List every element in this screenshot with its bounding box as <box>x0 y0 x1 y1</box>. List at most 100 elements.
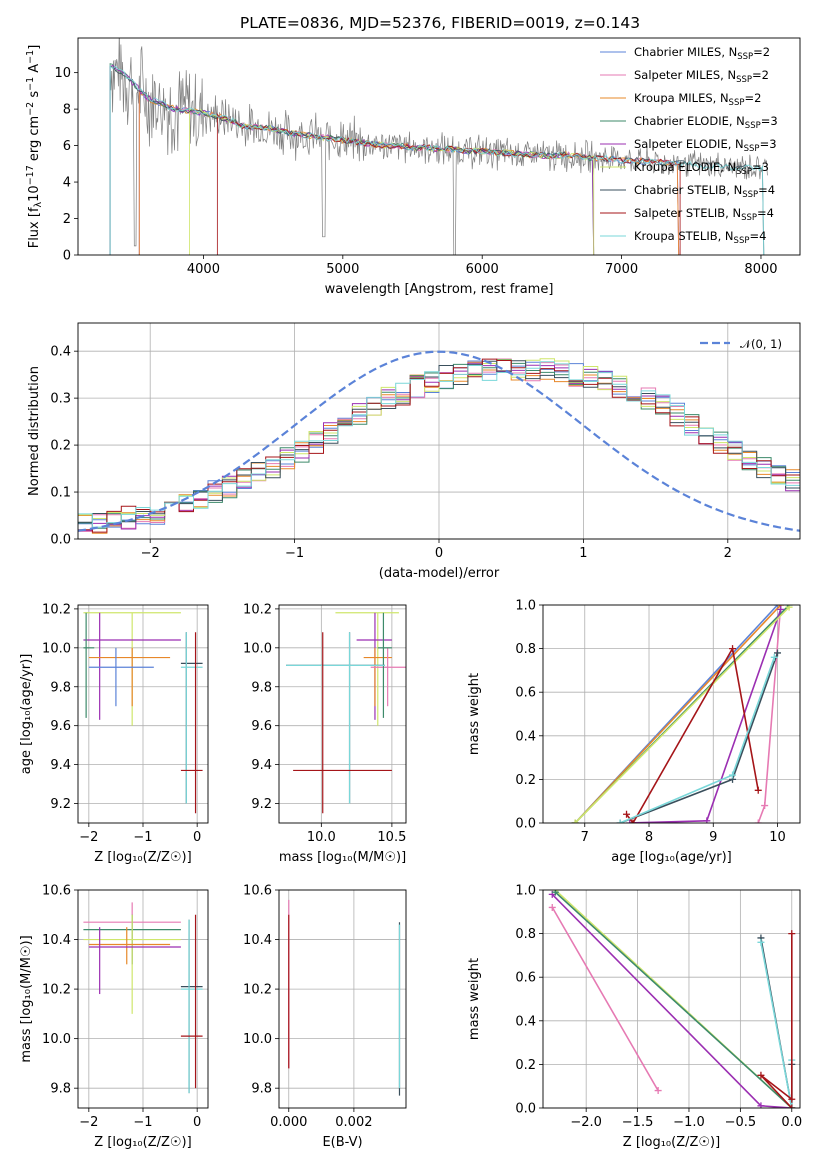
y-tick-label: 9.2 <box>251 797 272 812</box>
x-tick-label: 7000 <box>605 262 638 277</box>
x-tick-label: −2 <box>79 1115 98 1130</box>
y-tick-label: 2 <box>63 212 71 227</box>
legend-label: Salpeter MILES, NSSP=2 <box>634 68 769 85</box>
weight-marker <box>788 930 796 938</box>
weight-marker <box>770 653 778 661</box>
model-line-kroupa-elodie <box>189 108 595 255</box>
data-spectrum-line <box>109 38 768 255</box>
model-line-kroupa-stelib <box>109 65 765 255</box>
weight-marker <box>754 819 762 823</box>
legend-label-suffix: =2 <box>753 45 770 59</box>
errorbar-kroupa-stelib <box>180 919 203 1094</box>
legend-label-sub: SSP <box>741 213 757 223</box>
mass-vs-Z-plot-area <box>83 902 203 1094</box>
errorbar-salpeter-elodie <box>356 612 392 720</box>
legend-label: Kroupa ELODIE, NSSP=3 <box>634 160 769 177</box>
legend-label-sub: SSP <box>737 52 753 62</box>
y-tick-label: 0.4 <box>515 729 536 744</box>
weight-series-chabrier-stelib <box>616 649 782 823</box>
y-tick-label: 0.6 <box>515 686 536 701</box>
errorbar-salpeter-stelib <box>293 632 392 814</box>
weight-marker <box>729 771 737 779</box>
errorbar-salpeter-miles <box>370 647 406 707</box>
legend-label-text: Chabrier ELODIE, N <box>634 114 745 128</box>
x-tick-label: 2 <box>724 546 732 561</box>
weight-marker <box>757 938 765 946</box>
x-tick-label: −1 <box>285 546 304 561</box>
legend-label: Salpeter STELIB, NSSP=4 <box>634 206 774 223</box>
residuals-axes: −2 −1 0 1 2 0.0 0.1 0.2 0.3 0.4 (data-model)/error… <box>27 323 800 581</box>
weight-vs-Z-axes: −2.0 −1.5 −1.0 −0.5 0.0 0.0 0.2 0.4 0.6 0.8 1.0 Z [… <box>467 884 802 1151</box>
legend-label-sub: SSP <box>736 75 752 85</box>
y-axis-label-part: −17 <box>25 165 36 185</box>
model-line-kroupa-miles <box>138 89 680 255</box>
legend-label-suffix: =4 <box>749 229 766 243</box>
legend-label-suffix: =3 <box>760 137 777 151</box>
weight-marker <box>788 1095 796 1103</box>
errorbar-kroupa-stelib <box>180 632 203 804</box>
weight-marker <box>551 890 559 896</box>
x-tick-label: 6000 <box>466 262 499 277</box>
weight-marker <box>788 1104 796 1108</box>
legend-label-sub: SSP <box>742 190 758 200</box>
y-tick-label: 9.2 <box>50 797 71 812</box>
x-axis-label: wavelength [Angstrom, rest frame] <box>325 282 554 297</box>
errorbar-chabrier-elodie <box>83 612 95 718</box>
weight-series-kroupa-miles <box>571 605 785 823</box>
weight-marker <box>785 605 793 611</box>
y-tick-label: 9.8 <box>251 680 272 695</box>
weight-series-chabrier-elodie <box>551 890 796 1108</box>
y-tick-label: 10.6 <box>243 884 272 899</box>
y-tick-label: 0.0 <box>515 1102 536 1117</box>
y-tick-label: 0 <box>63 249 71 264</box>
legend-label-sub: SSP <box>745 121 761 131</box>
x-tick-label: −2 <box>141 546 160 561</box>
legend-label-suffix: =3 <box>752 160 769 174</box>
x-tick-label: 10 <box>769 830 786 845</box>
x-tick-label: 0.002 <box>335 1115 372 1130</box>
y-tick-label: 6 <box>63 139 71 154</box>
age-vs-Z-frame <box>77 604 209 824</box>
legend-label-suffix: =3 <box>761 114 778 128</box>
weight-series-salpeter-stelib <box>757 930 796 1108</box>
y-tick-label: 1.0 <box>515 884 536 899</box>
weight-line <box>619 657 776 823</box>
mass-vs-Z-frame <box>77 889 209 1109</box>
weight-line <box>574 605 782 823</box>
x-axis-label: Z [log₁₀(Z/Z☉)] <box>94 1135 191 1150</box>
spectrum-axes: 4000 5000 6000 7000 8000 0 2 4 6 8 10 wavelength [A… <box>25 45 778 297</box>
legend-label-suffix: =4 <box>757 206 774 220</box>
x-tick-label: −1.5 <box>622 1115 654 1130</box>
legend-label-text: Kroupa ELODIE, N <box>634 160 736 174</box>
mass-vs-EBV-frame <box>278 889 407 1109</box>
y-tick-label: 10.0 <box>42 1032 71 1047</box>
legend-label: Chabrier ELODIE, NSSP=3 <box>634 114 778 131</box>
weight-series-kroupa-elodie <box>571 605 793 823</box>
y-tick-label: 10.2 <box>243 602 272 617</box>
y-tick-label: 0.2 <box>50 439 71 454</box>
errorbar-kroupa-elodie <box>335 612 399 726</box>
spectrum-frame <box>77 37 801 256</box>
weight-marker <box>754 786 762 794</box>
legend-label-text: Salpeter ELODIE, N <box>634 137 744 151</box>
weight-marker <box>626 819 634 823</box>
x-tick-label: 10.5 <box>377 830 406 845</box>
legend-label-text: Salpeter STELIB, N <box>634 206 741 220</box>
legend-label-sub: SSP <box>744 144 760 154</box>
weight-vs-age-plot-area <box>571 605 793 823</box>
x-tick-label: 0 <box>193 1115 201 1130</box>
x-tick-label: −2 <box>79 830 98 845</box>
y-tick-label: 0.8 <box>515 642 536 657</box>
legend-label-text: Kroupa MILES, N <box>634 91 729 105</box>
model-line-salpeter-miles <box>138 87 680 255</box>
x-tick-label: −1 <box>133 830 152 845</box>
legend-label-suffix: =2 <box>752 68 769 82</box>
y-tick-label: 0.6 <box>515 971 536 986</box>
model-line-chabrier-miles <box>138 90 680 255</box>
y-tick-label: 0.4 <box>50 345 71 360</box>
x-tick-label: −0.5 <box>725 1115 757 1130</box>
y-tick-label: 10.2 <box>42 602 71 617</box>
y-axis-label: Normed distribution <box>27 366 42 496</box>
legend-label-text: Kroupa STELIB, N <box>634 229 734 243</box>
